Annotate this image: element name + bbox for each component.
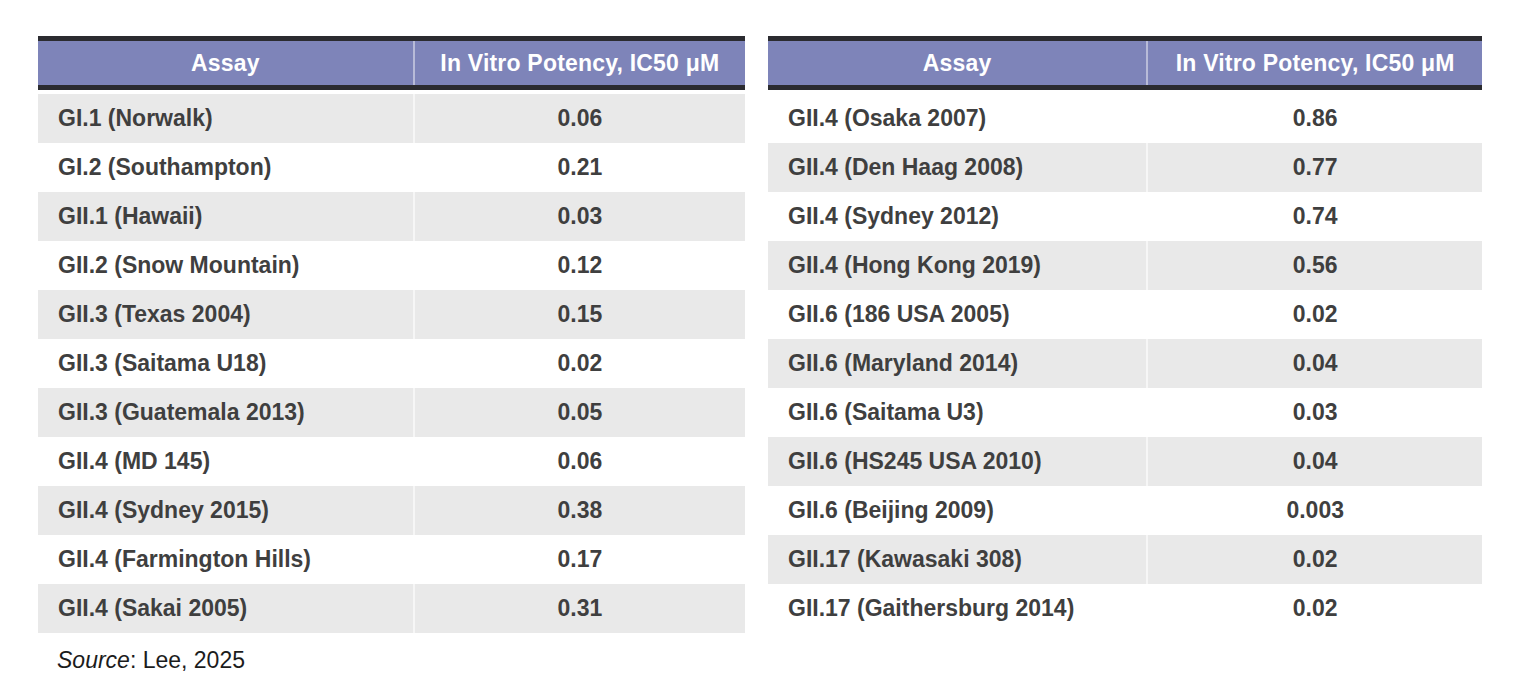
assay-name-cell: GII.4 (Sakai 2005) [38,584,413,633]
table-row: GII.6 (Beijing 2009)0.003 [768,486,1482,535]
table-row: GII.3 (Guatemala 2013)0.05 [38,388,745,437]
table-row: GI.1 (Norwalk)0.06 [38,94,745,143]
assay-name-cell: GII.3 (Saitama U18) [38,339,413,388]
column-header-potency: In Vitro Potency, IC50 μM [1146,41,1482,85]
potency-value-cell: 0.38 [413,486,745,535]
table-row: GII.6 (186 USA 2005)0.02 [768,290,1482,339]
table-row: GII.4 (Osaka 2007)0.86 [768,94,1482,143]
potency-value-cell: 0.15 [413,290,745,339]
potency-value-cell: 0.03 [413,192,745,241]
potency-value-cell: 0.003 [1146,486,1482,535]
potency-value-cell: 0.74 [1146,192,1482,241]
assay-name-cell: GII.4 (Osaka 2007) [768,94,1146,143]
assay-name-cell: GII.17 (Kawasaki 308) [768,535,1146,584]
table-row: GII.6 (HS245 USA 2010)0.04 [768,437,1482,486]
table-row: GII.6 (Maryland 2014)0.04 [768,339,1482,388]
table-row: GII.2 (Snow Mountain)0.12 [38,241,745,290]
table-row: GII.3 (Texas 2004)0.15 [38,290,745,339]
potency-value-cell: 0.04 [1146,339,1482,388]
assay-name-cell: GI.1 (Norwalk) [38,94,413,143]
assay-name-cell: GII.2 (Snow Mountain) [38,241,413,290]
assay-name-cell: GII.4 (Hong Kong 2019) [768,241,1146,290]
assay-name-cell: GII.4 (Farmington Hills) [38,535,413,584]
table-header: Assay In Vitro Potency, IC50 μM [38,36,745,90]
potency-value-cell: 0.31 [413,584,745,633]
column-header-potency: In Vitro Potency, IC50 μM [413,41,745,85]
assay-name-cell: GII.6 (HS245 USA 2010) [768,437,1146,486]
potency-value-cell: 0.06 [413,437,745,486]
potency-value-cell: 0.56 [1146,241,1482,290]
table-header: Assay In Vitro Potency, IC50 μM [768,36,1482,90]
assay-name-cell: GII.3 (Guatemala 2013) [38,388,413,437]
table-row: GII.4 (Sydney 2015)0.38 [38,486,745,535]
assay-name-cell: GII.3 (Texas 2004) [38,290,413,339]
table-row: GII.4 (Hong Kong 2019)0.56 [768,241,1482,290]
potency-value-cell: 0.02 [1146,535,1482,584]
table-row: GI.2 (Southampton)0.21 [38,143,745,192]
table-row: GII.6 (Saitama U3)0.03 [768,388,1482,437]
potency-value-cell: 0.12 [413,241,745,290]
assay-name-cell: GII.6 (186 USA 2005) [768,290,1146,339]
assay-name-cell: GII.4 (Den Haag 2008) [768,143,1146,192]
potency-value-cell: 0.17 [413,535,745,584]
assay-name-cell: GII.6 (Saitama U3) [768,388,1146,437]
source-label: Source [57,647,130,673]
potency-value-cell: 0.02 [413,339,745,388]
assay-name-cell: GII.6 (Beijing 2009) [768,486,1146,535]
table-body: GII.4 (Osaka 2007)0.86GII.4 (Den Haag 20… [768,90,1482,633]
assay-name-cell: GII.6 (Maryland 2014) [768,339,1146,388]
source-text: : Lee, 2025 [130,647,245,673]
potency-value-cell: 0.86 [1146,94,1482,143]
assay-name-cell: GII.4 (Sydney 2012) [768,192,1146,241]
table-row: GII.4 (Sakai 2005)0.31 [38,584,745,633]
assay-name-cell: GII.4 (Sydney 2015) [38,486,413,535]
table-row: GII.3 (Saitama U18)0.02 [38,339,745,388]
potency-value-cell: 0.04 [1146,437,1482,486]
potency-value-cell: 0.02 [1146,584,1482,633]
potency-value-cell: 0.02 [1146,290,1482,339]
table-row: GII.4 (Farmington Hills)0.17 [38,535,745,584]
table-row: GII.4 (MD 145)0.06 [38,437,745,486]
column-header-assay: Assay [38,41,413,85]
assay-table-left: Assay In Vitro Potency, IC50 μM GI.1 (No… [38,36,745,633]
source-note: Source: Lee, 2025 [57,647,245,674]
table-row: GII.17 (Kawasaki 308)0.02 [768,535,1482,584]
table-row: GII.1 (Hawaii)0.03 [38,192,745,241]
assay-table-right: Assay In Vitro Potency, IC50 μM GII.4 (O… [768,36,1482,633]
table-row: GII.17 (Gaithersburg 2014)0.02 [768,584,1482,633]
table-row: GII.4 (Sydney 2012)0.74 [768,192,1482,241]
assay-name-cell: GI.2 (Southampton) [38,143,413,192]
potency-value-cell: 0.06 [413,94,745,143]
assay-name-cell: GII.17 (Gaithersburg 2014) [768,584,1146,633]
table-row: GII.4 (Den Haag 2008)0.77 [768,143,1482,192]
assay-name-cell: GII.1 (Hawaii) [38,192,413,241]
column-header-assay: Assay [768,41,1146,85]
table-body: GI.1 (Norwalk)0.06GI.2 (Southampton)0.21… [38,90,745,633]
assay-name-cell: GII.4 (MD 145) [38,437,413,486]
potency-value-cell: 0.05 [413,388,745,437]
potency-value-cell: 0.21 [413,143,745,192]
potency-value-cell: 0.77 [1146,143,1482,192]
potency-value-cell: 0.03 [1146,388,1482,437]
